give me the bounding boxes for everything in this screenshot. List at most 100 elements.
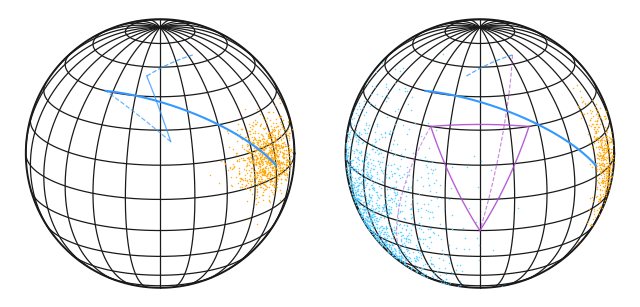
Point	[361, 183, 371, 188]
Point	[269, 149, 279, 154]
Point	[357, 179, 367, 184]
Point	[262, 152, 272, 157]
Point	[272, 148, 282, 153]
Point	[372, 158, 383, 163]
Point	[264, 146, 275, 150]
Point	[422, 165, 433, 170]
Point	[280, 143, 291, 148]
Point	[597, 162, 607, 167]
Point	[387, 249, 397, 254]
Point	[266, 178, 276, 183]
Point	[593, 153, 603, 157]
Point	[359, 220, 369, 224]
Point	[279, 161, 289, 166]
Point	[250, 136, 260, 141]
Point	[361, 150, 371, 155]
Point	[282, 150, 292, 154]
Point	[362, 155, 372, 160]
Point	[251, 154, 261, 159]
Point	[344, 176, 355, 181]
Point	[596, 166, 607, 171]
Point	[271, 143, 282, 148]
Point	[259, 137, 269, 142]
Point	[262, 157, 273, 161]
Point	[513, 206, 524, 211]
Point	[603, 143, 613, 148]
Point	[400, 257, 410, 262]
Point	[595, 139, 605, 144]
Point	[428, 274, 438, 279]
Point	[353, 142, 363, 147]
Point	[602, 163, 612, 168]
Point	[356, 173, 366, 178]
Point	[264, 157, 274, 162]
Point	[438, 257, 448, 262]
Point	[595, 151, 605, 156]
Point	[595, 171, 605, 176]
Point	[360, 178, 371, 183]
Point	[597, 154, 607, 158]
Point	[346, 187, 356, 192]
Point	[269, 178, 280, 183]
Point	[358, 170, 368, 175]
Point	[253, 177, 264, 182]
Point	[355, 197, 365, 202]
Point	[267, 173, 277, 178]
Point	[378, 179, 388, 184]
Point	[592, 186, 602, 191]
Point	[390, 108, 400, 113]
Point	[284, 133, 294, 138]
Point	[361, 171, 371, 176]
Point	[266, 156, 276, 161]
Point	[592, 118, 602, 122]
Point	[279, 155, 289, 160]
Point	[410, 243, 420, 247]
Point	[601, 138, 611, 143]
Point	[605, 173, 615, 178]
Point	[594, 197, 604, 202]
Point	[258, 197, 268, 202]
Point	[244, 177, 254, 181]
Point	[246, 155, 256, 160]
Point	[241, 171, 252, 176]
Point	[600, 138, 611, 143]
Point	[598, 157, 609, 162]
Point	[265, 173, 275, 178]
Point	[353, 187, 363, 192]
Point	[367, 229, 378, 234]
Point	[597, 146, 607, 151]
Point	[279, 126, 289, 131]
Point	[349, 195, 359, 200]
Point	[284, 142, 294, 147]
Point	[352, 189, 362, 194]
Point	[383, 247, 393, 252]
Point	[246, 182, 256, 187]
Point	[418, 251, 428, 256]
Point	[593, 180, 604, 185]
Point	[236, 156, 246, 161]
Point	[252, 171, 262, 176]
Point	[356, 211, 366, 216]
Point	[265, 169, 275, 174]
Point	[345, 163, 355, 168]
Point	[358, 218, 369, 223]
Point	[362, 163, 372, 168]
Point	[243, 185, 253, 189]
Point	[390, 255, 401, 260]
Point	[249, 185, 259, 189]
Point	[596, 143, 606, 148]
Point	[260, 182, 270, 187]
Point	[362, 214, 372, 219]
Point	[372, 203, 383, 208]
Point	[488, 248, 499, 253]
Point	[282, 128, 292, 133]
Point	[264, 175, 274, 180]
Point	[371, 222, 381, 227]
Point	[398, 256, 408, 261]
Point	[381, 84, 391, 89]
Point	[239, 183, 250, 188]
Point	[355, 202, 365, 207]
Point	[381, 241, 392, 246]
Point	[494, 194, 504, 199]
Point	[264, 135, 274, 140]
